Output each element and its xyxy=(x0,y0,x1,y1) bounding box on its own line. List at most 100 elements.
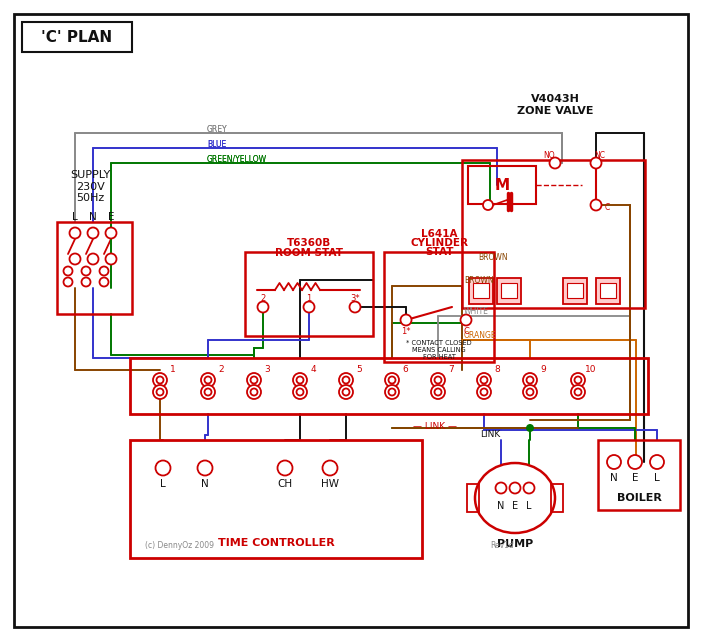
Circle shape xyxy=(496,483,507,494)
Text: L: L xyxy=(72,212,78,222)
Circle shape xyxy=(81,278,91,287)
Text: PUMP: PUMP xyxy=(497,539,533,549)
Text: LINK: LINK xyxy=(480,429,500,438)
Circle shape xyxy=(247,373,261,387)
Circle shape xyxy=(385,373,399,387)
Text: E: E xyxy=(632,473,638,483)
Circle shape xyxy=(88,228,98,238)
Text: ROOM STAT: ROOM STAT xyxy=(275,248,343,258)
Circle shape xyxy=(574,376,581,383)
Text: ORANGE: ORANGE xyxy=(464,331,496,340)
Circle shape xyxy=(526,424,534,432)
Text: 2: 2 xyxy=(260,294,265,303)
Circle shape xyxy=(388,388,395,395)
Circle shape xyxy=(571,385,585,399)
Text: 3*: 3* xyxy=(350,294,360,303)
Text: 'C' PLAN: 'C' PLAN xyxy=(41,29,112,44)
Circle shape xyxy=(201,385,215,399)
Ellipse shape xyxy=(475,463,555,533)
Bar xyxy=(598,440,680,510)
Text: M: M xyxy=(494,178,510,192)
Text: GREEN/YELLOW: GREEN/YELLOW xyxy=(207,154,267,163)
Text: L: L xyxy=(160,479,166,489)
Circle shape xyxy=(105,228,117,238)
Text: BLUE: BLUE xyxy=(207,140,226,149)
Circle shape xyxy=(431,373,445,387)
Circle shape xyxy=(339,385,353,399)
Circle shape xyxy=(293,385,307,399)
Circle shape xyxy=(251,376,258,383)
Bar xyxy=(469,278,493,304)
Text: V4043H
ZONE VALVE: V4043H ZONE VALVE xyxy=(517,94,593,116)
Text: 7: 7 xyxy=(448,365,454,374)
Text: Rev1d: Rev1d xyxy=(490,542,514,551)
Circle shape xyxy=(247,385,261,399)
Circle shape xyxy=(201,373,215,387)
Text: GREY: GREY xyxy=(207,124,227,133)
Circle shape xyxy=(258,301,268,313)
Circle shape xyxy=(88,253,98,265)
Text: 1*: 1* xyxy=(402,326,411,335)
Circle shape xyxy=(483,200,493,210)
Text: E: E xyxy=(512,501,518,511)
Circle shape xyxy=(435,388,442,395)
Circle shape xyxy=(157,376,164,383)
Circle shape xyxy=(156,460,171,476)
Text: NO: NO xyxy=(543,151,555,160)
Bar xyxy=(567,283,583,298)
Text: L641A: L641A xyxy=(420,229,457,239)
Text: SUPPLY
230V
50Hz: SUPPLY 230V 50Hz xyxy=(70,170,110,203)
Circle shape xyxy=(350,301,361,313)
Text: BROWN: BROWN xyxy=(478,253,508,262)
Text: GREY: GREY xyxy=(207,124,227,133)
Text: WHITE: WHITE xyxy=(464,306,489,315)
Circle shape xyxy=(650,455,664,469)
Circle shape xyxy=(105,253,117,265)
Text: 3: 3 xyxy=(264,365,270,374)
Circle shape xyxy=(293,373,307,387)
Circle shape xyxy=(63,278,72,287)
Circle shape xyxy=(526,376,534,383)
Text: STAT: STAT xyxy=(425,247,453,257)
Circle shape xyxy=(526,388,534,395)
Circle shape xyxy=(204,376,211,383)
Circle shape xyxy=(197,460,213,476)
Circle shape xyxy=(339,373,353,387)
Circle shape xyxy=(590,158,602,169)
Circle shape xyxy=(480,388,487,395)
Bar xyxy=(57,222,132,314)
Circle shape xyxy=(480,376,487,383)
Circle shape xyxy=(571,373,585,387)
Circle shape xyxy=(431,385,445,399)
Circle shape xyxy=(461,315,472,326)
Circle shape xyxy=(477,373,491,387)
Text: C: C xyxy=(604,203,609,212)
Circle shape xyxy=(69,253,81,265)
Bar xyxy=(245,252,373,336)
Circle shape xyxy=(477,385,491,399)
Circle shape xyxy=(100,267,109,276)
Circle shape xyxy=(296,376,303,383)
Bar xyxy=(467,484,479,512)
Text: L: L xyxy=(526,501,531,511)
Circle shape xyxy=(343,388,350,395)
Circle shape xyxy=(100,278,109,287)
Bar xyxy=(473,283,489,298)
Text: — LINK —: — LINK — xyxy=(413,422,457,431)
Circle shape xyxy=(550,158,560,169)
Bar xyxy=(384,252,494,362)
Text: BOILER: BOILER xyxy=(616,493,661,503)
Bar xyxy=(551,484,563,512)
Text: 6: 6 xyxy=(402,365,408,374)
Text: N: N xyxy=(89,212,97,222)
Circle shape xyxy=(524,483,534,494)
Text: NC: NC xyxy=(595,151,606,160)
Circle shape xyxy=(157,388,164,395)
Circle shape xyxy=(523,373,537,387)
Text: 5: 5 xyxy=(356,365,362,374)
Circle shape xyxy=(435,376,442,383)
Bar xyxy=(130,440,422,558)
Text: E: E xyxy=(107,212,114,222)
Circle shape xyxy=(322,460,338,476)
Text: * CONTACT CLOSED
MEANS CALLING
FOR HEAT: * CONTACT CLOSED MEANS CALLING FOR HEAT xyxy=(406,340,472,360)
